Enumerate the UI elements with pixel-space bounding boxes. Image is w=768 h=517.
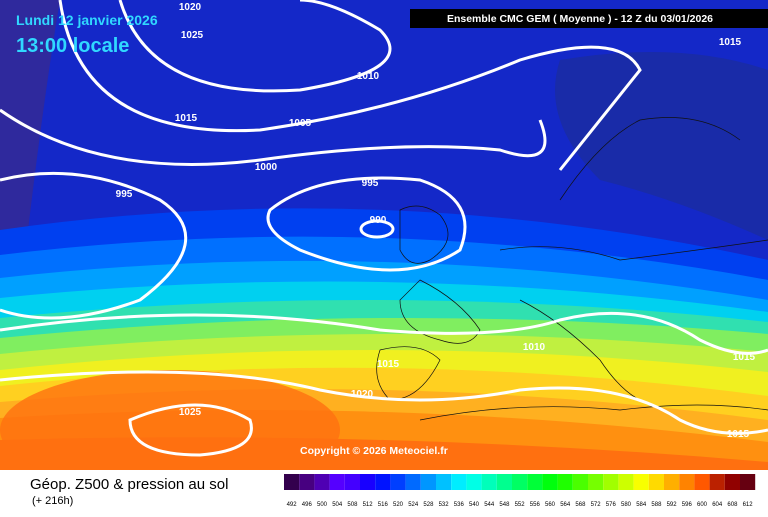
- colorbar-label: 524: [408, 502, 419, 508]
- isobar-label: 1010: [357, 71, 380, 82]
- colorbar-swatch: [451, 474, 467, 490]
- footer-title: Géop. Z500 & pression au sol: [30, 476, 228, 493]
- colorbar-swatch: [512, 474, 528, 490]
- colorbar-swatch: [603, 474, 619, 490]
- isobar-label: 990: [370, 215, 387, 226]
- coastlines: [376, 117, 768, 421]
- date: Lundi 12 janvier 2026: [16, 12, 158, 28]
- colorbar-label: 584: [636, 502, 647, 508]
- colorbar-swatch: [633, 474, 649, 490]
- colorbar-swatch: [527, 474, 543, 490]
- colorbar: 492 496 500 504 508 512 516 520 524 528 532 536 540 5…: [284, 474, 756, 508]
- isobar-label: 1000: [255, 162, 278, 173]
- colorbar-swatch: [588, 474, 604, 490]
- colorbar-label: 572: [591, 502, 602, 508]
- isobar-label: 995: [116, 189, 133, 200]
- colorbar-swatch: [329, 474, 345, 490]
- colorbar-swatch: [709, 474, 725, 490]
- colorbar-label: 536: [454, 502, 465, 508]
- colorbar-swatch: [694, 474, 710, 490]
- colorbar-swatch: [360, 474, 376, 490]
- colorbar-label: 592: [667, 502, 678, 508]
- run-info: Ensemble CMC GEM ( Moyenne ) - 12 Z du 0…: [447, 13, 713, 25]
- colorbar-label: 556: [530, 502, 541, 508]
- colorbar-swatch: [314, 474, 330, 490]
- isobar-label: 1015: [377, 359, 400, 370]
- colorbar-swatch: [420, 474, 436, 490]
- colorbar-swatch: [542, 474, 558, 490]
- colorbar-swatch: [405, 474, 421, 490]
- z500-field: [0, 208, 768, 490]
- isobar-label: 1015: [719, 37, 742, 48]
- isobar-label: 995: [362, 178, 379, 189]
- isobar-label: 1015: [175, 113, 198, 124]
- colorbar-label: 512: [363, 502, 374, 508]
- isobar-label: 1005: [289, 118, 312, 129]
- colorbar-label: 560: [545, 502, 556, 508]
- field-band: [0, 370, 340, 490]
- isobar-label: 1015: [727, 429, 750, 440]
- colorbar-label: 520: [393, 502, 404, 508]
- colorbar-label: 516: [378, 502, 389, 508]
- isobar-label: 1025: [181, 30, 204, 41]
- colorbar-label: 576: [606, 502, 617, 508]
- colorbar-label: 508: [347, 502, 358, 508]
- colorbar-swatch: [618, 474, 634, 490]
- colorbar-label: 492: [287, 502, 298, 508]
- colorbar-label: 540: [469, 502, 480, 508]
- colorbar-label: 608: [727, 502, 738, 508]
- colorbar-swatch: [375, 474, 391, 490]
- colorbar-label: 564: [560, 502, 571, 508]
- colorbar-label: 496: [302, 502, 313, 508]
- lead-time: (+ 216h): [32, 495, 73, 507]
- colorbar-label: 612: [743, 502, 754, 508]
- colorbar-swatch: [284, 474, 300, 490]
- local-time: 13:00 locale: [16, 35, 129, 57]
- isobar-label: 1020: [179, 2, 202, 13]
- colorbar-swatch: [496, 474, 512, 490]
- colorbar-swatch: [299, 474, 315, 490]
- colorbar-label: 596: [682, 502, 693, 508]
- colorbar-swatch: [679, 474, 695, 490]
- colorbar-label: 528: [423, 502, 434, 508]
- colorbar-swatch: [436, 474, 452, 490]
- colorbar-label: 604: [712, 502, 723, 508]
- colorbar-label: 500: [317, 502, 328, 508]
- colorbar-swatch: [466, 474, 482, 490]
- colorbar-label: 600: [697, 502, 708, 508]
- colorbar-swatch: [572, 474, 588, 490]
- colorbar-label: 544: [484, 502, 495, 508]
- dark-region: [0, 0, 60, 300]
- isobars: [0, 0, 768, 457]
- colorbar-swatch: [664, 474, 680, 490]
- colorbar-swatch: [740, 474, 756, 490]
- colorbar-label: 588: [651, 502, 662, 508]
- colorbar-swatch: [648, 474, 664, 490]
- dark-region: [555, 52, 768, 240]
- colorbar-label: 548: [499, 502, 510, 508]
- colorbar-swatch: [557, 474, 573, 490]
- colorbar-swatch: [481, 474, 497, 490]
- colorbar-swatch: [724, 474, 740, 490]
- copyright: Copyright © 2026 Meteociel.fr: [300, 445, 448, 457]
- colorbar-label: 568: [575, 502, 586, 508]
- isobar-label: 1015: [733, 352, 756, 363]
- colorbar-label: 580: [621, 502, 632, 508]
- isobar-label: 1010: [523, 342, 546, 353]
- colorbar-swatch: [344, 474, 360, 490]
- isobar-label: 1025: [179, 407, 202, 418]
- colorbar-swatch: [390, 474, 406, 490]
- colorbar-label: 552: [515, 502, 526, 508]
- colorbar-label: 532: [439, 502, 450, 508]
- colorbar-label: 504: [332, 502, 343, 508]
- isobar-label: 1020: [351, 389, 374, 400]
- run-box: [410, 9, 768, 28]
